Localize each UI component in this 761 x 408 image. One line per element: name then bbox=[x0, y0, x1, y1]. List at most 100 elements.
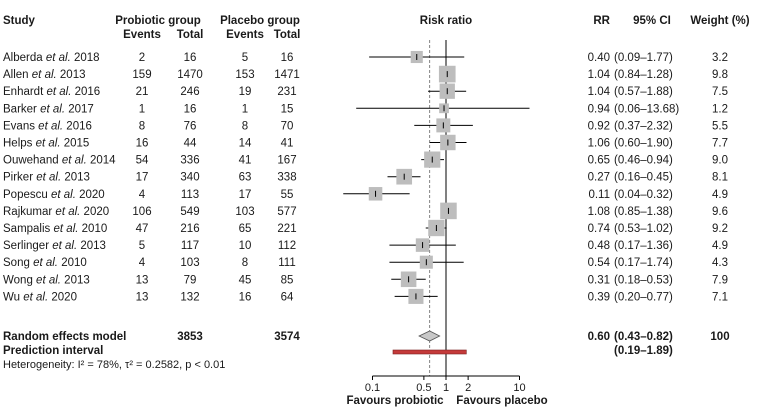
study-weight: 5.5 bbox=[712, 120, 728, 132]
header-ci: 95% CI bbox=[633, 15, 671, 27]
study-weight: 4.9 bbox=[712, 189, 728, 201]
probiotic-events: 4 bbox=[139, 257, 146, 269]
study-ci: (0.37–2.32) bbox=[614, 120, 673, 132]
study-weight: 9.0 bbox=[712, 155, 728, 167]
study-ci: (0.85–1.38) bbox=[614, 206, 673, 218]
probiotic-total: 76 bbox=[184, 120, 197, 132]
study-rows: Alberda et al. 2018 2 16 5 16 0.40 (0.09–1.77)… bbox=[3, 52, 728, 303]
study-author: Wong bbox=[3, 274, 33, 286]
placebo-total: 338 bbox=[277, 172, 296, 184]
study-author: Allen bbox=[3, 69, 29, 81]
header-probiotic-events: Events bbox=[123, 29, 161, 41]
prediction-row: Prediction interval (0.19–1.89) bbox=[3, 345, 673, 357]
probiotic-events: 2 bbox=[139, 52, 145, 64]
study-label: Enhardt et al. 2016 bbox=[3, 86, 100, 98]
study-weight: 4.3 bbox=[712, 257, 728, 269]
study-author: Helps bbox=[3, 138, 33, 150]
probiotic-events: 21 bbox=[136, 86, 149, 98]
placebo-events: 14 bbox=[239, 138, 252, 150]
placebo-events: 17 bbox=[239, 189, 252, 201]
study-author: Sampalis bbox=[3, 223, 51, 235]
probiotic-total: 340 bbox=[180, 172, 199, 184]
study-rr: 0.40 bbox=[588, 52, 610, 64]
summary-row: Random effects model 3853 3574 0.60 (0.4… bbox=[3, 331, 730, 343]
study-author: Barker bbox=[3, 103, 37, 115]
study-rr: 1.04 bbox=[588, 69, 611, 81]
placebo-total: 221 bbox=[277, 223, 296, 235]
study-author: Pirker bbox=[3, 172, 33, 184]
placebo-events: 65 bbox=[239, 223, 252, 235]
study-ci: (0.17–1.74) bbox=[614, 257, 673, 269]
header-study: Study bbox=[3, 15, 36, 27]
study-rr: 0.74 bbox=[588, 223, 611, 235]
study-weight: 7.9 bbox=[712, 274, 728, 286]
study-label: Song et al. 2010 bbox=[3, 257, 87, 269]
study-ci: (0.57–1.88) bbox=[614, 86, 673, 98]
placebo-total: 15 bbox=[281, 103, 294, 115]
study-ci: (0.46–0.94) bbox=[614, 155, 673, 167]
study-label: Sampalis et al. 2010 bbox=[3, 223, 107, 235]
study-rr: 0.39 bbox=[588, 291, 610, 303]
placebo-total: 112 bbox=[278, 240, 296, 252]
x-axis-tick-label: 0.5 bbox=[416, 382, 431, 394]
placebo-total: 167 bbox=[277, 155, 296, 167]
placebo-events: 5 bbox=[242, 52, 248, 64]
study-weight: 9.8 bbox=[712, 69, 728, 81]
probiotic-total: 216 bbox=[180, 223, 199, 235]
favours-probiotic-label: Favours probiotic bbox=[346, 395, 444, 407]
probiotic-events: 1 bbox=[139, 103, 145, 115]
x-axis: 0.1 0.5 1 2 10 bbox=[365, 375, 526, 394]
probiotic-events: 106 bbox=[132, 206, 151, 218]
study-rr: 0.92 bbox=[588, 120, 610, 132]
study-ci: (0.04–0.32) bbox=[614, 189, 673, 201]
probiotic-total: 16 bbox=[184, 52, 197, 64]
study-ci: (0.06–13.68) bbox=[614, 103, 679, 115]
study-author: Alberda bbox=[3, 52, 43, 64]
study-ci: (0.84–1.28) bbox=[614, 69, 673, 81]
header-weight: Weight (%) bbox=[690, 15, 749, 27]
probiotic-events: 4 bbox=[139, 189, 146, 201]
probiotic-total: 44 bbox=[184, 138, 197, 150]
probiotic-total: 16 bbox=[184, 103, 197, 115]
placebo-events: 16 bbox=[239, 291, 252, 303]
study-ci: (0.18–0.53) bbox=[614, 274, 673, 286]
study-rr: 0.54 bbox=[588, 257, 611, 269]
plot-area bbox=[343, 40, 530, 376]
study-rr: 1.06 bbox=[588, 138, 610, 150]
probiotic-events: 16 bbox=[136, 138, 149, 150]
header-row: Study Probiotic group Placebo group Even… bbox=[3, 15, 750, 41]
probiotic-total: 103 bbox=[180, 257, 199, 269]
study-label: Wong et al. 2013 bbox=[3, 274, 90, 286]
favours-placebo-label: Favours placebo bbox=[456, 395, 547, 407]
probiotic-total: 117 bbox=[181, 240, 199, 252]
study-ci: (0.53–1.02) bbox=[614, 223, 673, 235]
study-label: Alberda et al. 2018 bbox=[3, 52, 100, 64]
study-weight: 7.5 bbox=[712, 86, 728, 98]
probiotic-events: 47 bbox=[136, 223, 149, 235]
probiotic-total: 336 bbox=[180, 155, 199, 167]
study-ci: (0.16–0.45) bbox=[614, 172, 673, 184]
header-rr: RR bbox=[593, 15, 610, 27]
placebo-events: 45 bbox=[239, 274, 252, 286]
placebo-total: 577 bbox=[277, 206, 296, 218]
x-axis-tick-label: 1 bbox=[443, 382, 449, 394]
study-weight: 1.2 bbox=[712, 103, 728, 115]
heterogeneity-text: Heterogeneity: I² = 78%, τ² = 0.2582, p … bbox=[3, 359, 225, 371]
header-placebo-total: Total bbox=[274, 29, 301, 41]
study-ci: (0.20–0.77) bbox=[614, 291, 673, 303]
study-rr: 1.04 bbox=[588, 86, 611, 98]
study-rr: 0.11 bbox=[588, 189, 610, 201]
placebo-events: 41 bbox=[239, 155, 252, 167]
probiotic-events: 8 bbox=[139, 120, 145, 132]
placebo-events: 8 bbox=[242, 257, 248, 269]
probiotic-events: 13 bbox=[136, 274, 149, 286]
prediction-label: Prediction interval bbox=[3, 345, 103, 357]
placebo-total: 85 bbox=[281, 274, 294, 286]
x-axis-tick-label: 0.1 bbox=[365, 382, 380, 394]
study-rr: 0.65 bbox=[588, 155, 610, 167]
placebo-total: 1471 bbox=[274, 69, 300, 81]
study-ci: (0.09–1.77) bbox=[614, 52, 673, 64]
study-author: Popescu bbox=[3, 189, 48, 201]
study-weight: 3.2 bbox=[712, 52, 728, 64]
study-label: Evans et al. 2016 bbox=[3, 120, 92, 132]
